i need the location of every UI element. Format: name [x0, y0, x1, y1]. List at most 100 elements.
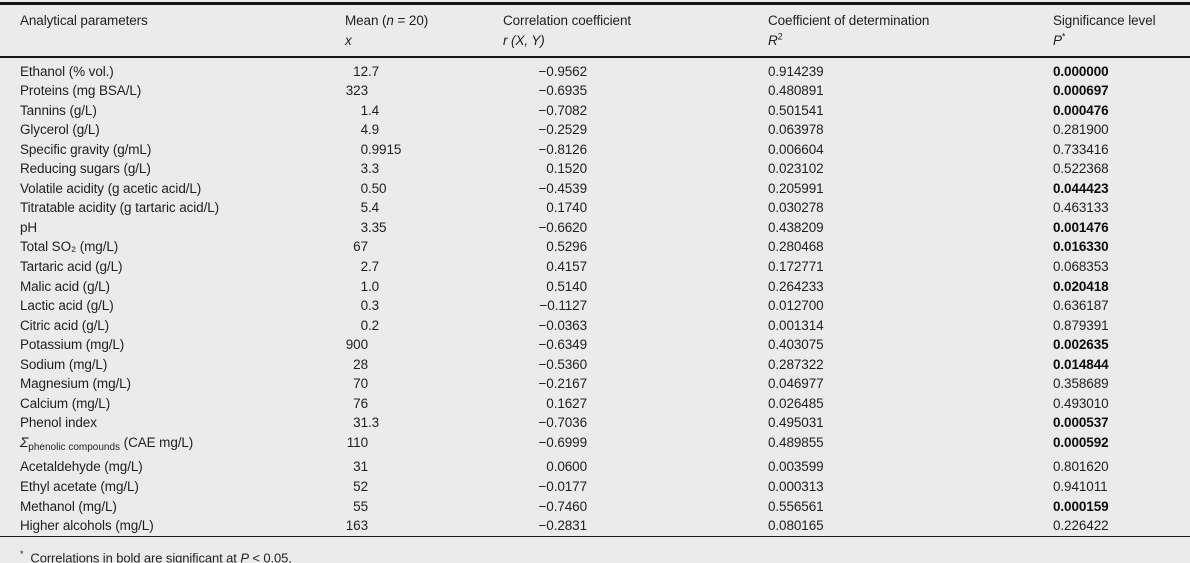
r-value: −0.8126 [538, 141, 588, 157]
header-det-symbol: R2 [768, 31, 783, 48]
r2-cell: 0.480891 [768, 83, 824, 99]
header-sig-symbol: P* [1053, 31, 1066, 48]
r-cell: −0.4539 [503, 179, 768, 199]
r-cell: 0.5140 [503, 277, 768, 297]
r2-cell: 0.006604 [768, 141, 824, 157]
r2-cell: 0.003599 [768, 459, 824, 475]
p-cell: 0.020418 [1053, 278, 1109, 294]
param-cell: Tannins (g/L) [20, 102, 97, 118]
mean-int: 5 [360, 200, 369, 216]
mean-int: 163 [345, 518, 368, 534]
mean-cell: 52 [345, 477, 503, 497]
mean-int: 110 [346, 434, 368, 450]
mean-cell: 2.7 [345, 257, 503, 277]
param-cell: Proteins (mg BSA/L) [20, 83, 142, 99]
header-analytical-parameters: Analytical parameters [0, 5, 345, 56]
r-value: −0.5360 [538, 356, 588, 372]
p-cell: 0.014844 [1053, 356, 1109, 372]
table-row: Acetaldehyde (mg/L) 31 0.0600 0.003599 0.801… [0, 457, 1190, 477]
mean-int: 67 [353, 239, 368, 255]
mean-int: 0 [360, 317, 369, 333]
analytical-parameters-table-body: Ethanol (% vol.) 1 2.7 −0.9562 0.914239 0.000… [0, 58, 1190, 536]
mean-frac: .3 [368, 298, 380, 314]
r2-cell: 0.403075 [768, 337, 824, 353]
mean-int: 3 [360, 219, 369, 235]
r-cell: −0.0363 [503, 316, 768, 336]
mean-int: 28 [353, 356, 368, 372]
mean-cell: 70 [345, 374, 503, 394]
header-sig-line1: Significance level [1053, 13, 1156, 28]
mean-int: 12 [353, 63, 368, 79]
r-cell: −0.6620 [503, 218, 768, 238]
table-row: Phenol index 31.3 −0.7036 0.495031 0.000537 [0, 413, 1190, 433]
r2-cell: 0.172771 [768, 258, 824, 274]
table-row: Citric acid (g/L) 0.2 −0.0363 0.001314 0.879… [0, 316, 1190, 336]
r-value: 0.1740 [546, 200, 587, 216]
param-cell: Ethyl acetate (mg/L) [20, 478, 139, 494]
table-header: Analytical parameters Mean (n = 20) x Co… [0, 5, 1190, 56]
table-row: Malic acid (g/L) 1.0 0.5140 0.264233 0.02041… [0, 277, 1190, 297]
r-cell: 0.4157 [503, 257, 768, 277]
r-value: −0.6999 [538, 434, 588, 450]
table-row: Tannins (g/L) 1.4 −0.7082 0.501541 0.000476 [0, 101, 1190, 121]
mean-cell: 0.50 [345, 179, 503, 199]
p-cell: 0.068353 [1053, 258, 1109, 274]
mean-cell: 76 [345, 394, 503, 414]
p-cell: 0.226422 [1053, 518, 1109, 534]
param-cell: Sodium (mg/L) [20, 356, 108, 372]
r-cell: −0.7460 [503, 497, 768, 517]
r-cell: −0.6349 [503, 335, 768, 355]
header-row: Analytical parameters Mean (n = 20) x Co… [0, 5, 1190, 56]
mean-cell: 0.2 [345, 316, 503, 336]
param-cell: Volatile acidity (g acetic acid/L) [20, 180, 202, 196]
param-cell: Ethanol (% vol.) [20, 63, 114, 79]
mean-int: 1 [360, 102, 369, 118]
table-bottom-rule [0, 535, 1190, 538]
r-cell: −0.9562 [503, 58, 768, 82]
header-corr-symbol: r (X, Y) [503, 32, 545, 48]
table-row: Ethanol (% vol.) 12.7 −0.9562 0.914239 0.000… [0, 58, 1190, 82]
table-row: Volatile acidity (g acetic acid/L) 0.50 −0… [0, 179, 1190, 199]
mean-cell: 1.4 [345, 101, 503, 121]
footnote-text: Correlations in bold are significant at … [30, 550, 292, 563]
table-row: Proteins (mg BSA/L) 323 −0.6935 0.480891 0.0… [0, 81, 1190, 101]
r-value: −0.7036 [538, 415, 588, 431]
mean-int: 76 [353, 395, 368, 411]
r2-cell: 0.287322 [768, 356, 824, 372]
r2-cell: 0.012700 [768, 298, 824, 314]
header-det-line1: Coefficient of determination [768, 13, 930, 28]
r2-cell: 0.914239 [768, 63, 824, 79]
mean-int: 70 [353, 376, 368, 392]
analytical-parameters-table: Analytical parameters Mean (n = 20) x Co… [0, 5, 1190, 56]
r2-cell: 0.495031 [768, 415, 824, 431]
r2-cell: 0.026485 [768, 395, 824, 411]
r-cell: −0.5360 [503, 355, 768, 375]
n-variable: n [386, 13, 394, 28]
table-top-rule [0, 2, 1190, 5]
r-cell: 0.0600 [503, 457, 768, 477]
table-row: Calcium (mg/L) 76 0.1627 0.026485 0.493010 [0, 394, 1190, 414]
table-row: Glycerol (g/L) 4.9 −0.2529 0.063978 0.281900 [0, 120, 1190, 140]
table-row: Reducing sugars (g/L) 3.3 0.1520 0.023102 0.… [0, 159, 1190, 179]
p-cell: 0.000697 [1053, 83, 1109, 99]
r-value: −0.0177 [538, 478, 588, 494]
header-mean: Mean (n = 20) x [345, 5, 503, 56]
r-cell: −0.2529 [503, 120, 768, 140]
p-cell: 0.463133 [1053, 200, 1109, 216]
param-cell: pH [20, 219, 38, 235]
r-value: −0.9562 [538, 63, 588, 79]
r-cell: −0.2167 [503, 374, 768, 394]
mean-frac: .9 [368, 122, 380, 138]
table-row: Sodium (mg/L) 28 −0.5360 0.287322 0.014844 [0, 355, 1190, 375]
r2-cell: 0.001314 [768, 317, 824, 333]
mean-int: 900 [345, 337, 368, 353]
r-cell: −0.7082 [503, 101, 768, 121]
sigma-subscript: phenolic compounds [28, 441, 121, 453]
mean-int: 323 [345, 83, 368, 99]
r2-cell: 0.489855 [768, 434, 824, 450]
footnote-marker: * [20, 549, 24, 560]
table-row: Lactic acid (g/L) 0.3 −0.1127 0.012700 0.636… [0, 296, 1190, 316]
mean-int: 55 [353, 498, 368, 514]
table-footnote: * Correlations in bold are significant at… [0, 545, 1190, 563]
r-cell: −0.0177 [503, 477, 768, 497]
